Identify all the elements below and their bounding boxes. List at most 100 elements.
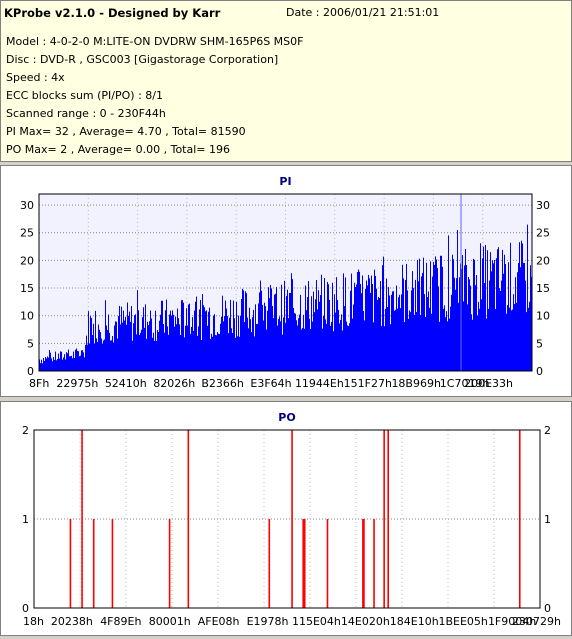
pi-bar — [369, 278, 370, 371]
pi-bar — [238, 315, 239, 371]
pi-xtick-label: 18B969h — [391, 377, 441, 390]
pi-bar — [78, 351, 79, 371]
pi-bar — [183, 302, 184, 371]
pi-bar — [437, 267, 438, 371]
pi-bar — [338, 309, 339, 371]
pi-plot-border — [38, 193, 533, 372]
pi-bar — [424, 294, 425, 371]
pi-bar — [188, 304, 189, 371]
pi-bar — [394, 310, 395, 371]
pi-bar — [500, 290, 501, 371]
pi-ytick-left: 30 — [20, 199, 34, 212]
pi-bar — [397, 308, 398, 371]
pi-bar — [222, 295, 223, 371]
pi-bar — [148, 325, 149, 371]
pi-bar — [234, 318, 235, 371]
pi-bar — [505, 264, 506, 371]
pi-bar — [410, 312, 411, 371]
pi-bar — [151, 318, 152, 371]
pi-bar — [326, 323, 327, 371]
pi-bar — [147, 321, 148, 371]
pi-bar — [71, 355, 72, 371]
pi-xtick-label: 52410h — [105, 377, 147, 390]
pi-bar — [438, 286, 439, 371]
pi-bar — [95, 310, 96, 371]
pi-bar — [45, 356, 46, 371]
pi-bar — [385, 308, 386, 371]
pi-bar — [184, 337, 185, 371]
pi-bar — [431, 313, 432, 371]
ecc-line: ECC blocks sum (PI/PO) : 8/1 — [6, 89, 163, 102]
pi-bar — [48, 357, 49, 371]
pi-bar — [187, 325, 188, 371]
pi-bar — [50, 352, 51, 371]
pi-bar — [163, 323, 164, 371]
pi-bar — [428, 291, 429, 371]
pi-bar — [502, 249, 503, 371]
po-xtick-label: 1BEE05h — [438, 615, 487, 628]
pi-bar — [232, 332, 233, 371]
pi-bar — [420, 315, 421, 371]
po-stats-line: PO Max= 2 , Average= 0.00 , Total= 196 — [6, 143, 230, 156]
pi-bar — [460, 263, 461, 371]
pi-bar — [457, 230, 458, 371]
pi-bar — [118, 316, 119, 371]
pi-bar — [521, 240, 522, 371]
pi-bar — [311, 296, 312, 371]
pi-bar — [189, 303, 190, 371]
pi-bar — [339, 323, 340, 371]
pi-bar — [447, 321, 448, 371]
pi-bar — [404, 322, 405, 371]
pi-bar — [256, 324, 257, 371]
pi-bar — [159, 320, 160, 371]
pi-bar — [121, 306, 122, 371]
pi-bar — [244, 322, 245, 371]
pi-title: PI — [279, 175, 291, 188]
pi-ytick-left: 20 — [20, 254, 34, 267]
pi-bar — [504, 254, 505, 371]
pi-bar — [328, 284, 329, 371]
pi-bar — [164, 332, 165, 371]
po-xtick-label: E1978h — [247, 615, 289, 628]
pi-bar — [131, 305, 132, 371]
pi-bar — [400, 308, 401, 371]
pi-xtick-label: 200E33h — [464, 377, 513, 390]
pi-bar — [135, 314, 136, 371]
pi-bar — [186, 308, 187, 371]
pi-bar — [61, 351, 62, 371]
pi-bar — [74, 357, 75, 371]
pi-bar — [230, 299, 231, 371]
pi-bar — [158, 332, 159, 371]
pi-bar — [170, 310, 171, 371]
pi-bar — [219, 334, 220, 371]
pi-bar — [227, 315, 228, 371]
pi-bar — [113, 342, 114, 371]
po-xtick-label: 4F89Eh — [100, 615, 141, 628]
pi-bar — [176, 324, 177, 371]
pi-bar — [114, 325, 115, 371]
pi-bar — [182, 300, 183, 371]
pi-bar — [177, 308, 178, 371]
pi-bar — [281, 284, 282, 371]
pi-bar — [160, 314, 161, 371]
pi-bar — [155, 310, 156, 371]
pi-bar — [81, 350, 82, 371]
pi-bar — [489, 280, 490, 371]
pi-bar — [204, 307, 205, 371]
pi-bar — [145, 304, 146, 371]
pi-bar — [120, 324, 121, 371]
pi-bar — [210, 338, 211, 371]
pi-bar — [318, 290, 319, 371]
pi-bar — [463, 301, 464, 371]
pi-bar — [103, 340, 104, 371]
pi-bar — [456, 278, 457, 371]
pi-bar — [289, 292, 290, 371]
pi-bar — [288, 318, 289, 371]
pi-bar — [171, 315, 172, 371]
pi-bar — [181, 300, 182, 371]
pi-bar — [471, 314, 472, 371]
pi-bar — [149, 321, 150, 371]
pi-bar — [259, 292, 260, 371]
pi-bar — [265, 306, 266, 371]
pi-bar — [110, 340, 111, 371]
